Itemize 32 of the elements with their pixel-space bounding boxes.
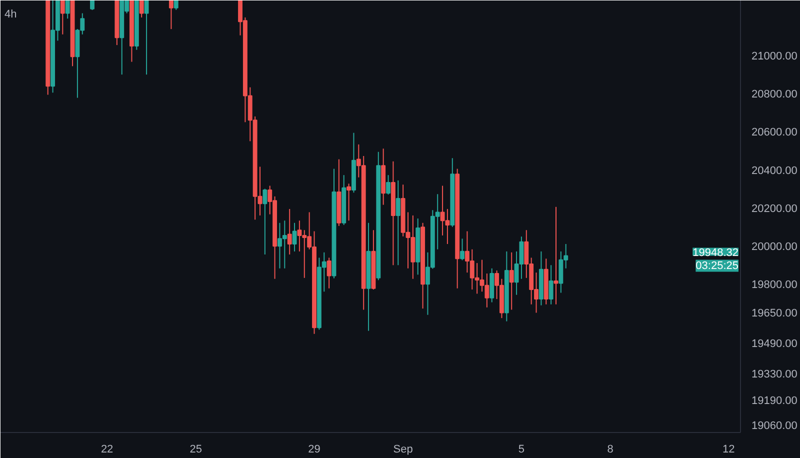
y-tick-label: 20400.00: [752, 164, 798, 177]
annotation: 19948.32: [692, 246, 739, 259]
y-tick-label: 19490.00: [752, 338, 798, 350]
annotation: 03:25:25: [696, 260, 739, 272]
candlestick: [509, 252, 514, 310]
y-tick-label: 19190.00: [752, 395, 798, 408]
x-tick-label: Sep: [393, 444, 413, 456]
candlestick: [326, 257, 332, 289]
y-tick-label: 20600.00: [752, 126, 798, 139]
candlestick: [287, 208, 292, 255]
x-tick-label: 25: [190, 444, 202, 456]
y-tick-label: 20200.00: [752, 202, 798, 215]
x-tick-label: 29: [308, 444, 320, 456]
candlestick: [548, 264, 554, 305]
candlestick: [386, 174, 390, 196]
y-tick-label: 20800.00: [752, 88, 798, 101]
y-tick-label: 21000.00: [752, 50, 798, 63]
x-tick-label: 5: [518, 444, 525, 456]
y-tick-label: 19060.00: [752, 420, 798, 432]
y-tick-label: 20000.00: [752, 240, 798, 253]
y-tick-label: 19650.00: [752, 308, 798, 320]
y-tick-label: 19330.00: [752, 368, 798, 380]
x-tick-label: 12: [722, 444, 735, 456]
candlestick: [292, 222, 297, 252]
candlestick: [396, 180, 400, 266]
y-tick-label: 19800.00: [752, 278, 798, 291]
x-tick-label: 22: [100, 444, 114, 456]
candlestick: [346, 183, 352, 222]
text: 4h: [4, 8, 17, 20]
x-tick-label: 8: [607, 444, 614, 456]
candlestick: [460, 238, 464, 261]
candlestick: [262, 188, 268, 255]
